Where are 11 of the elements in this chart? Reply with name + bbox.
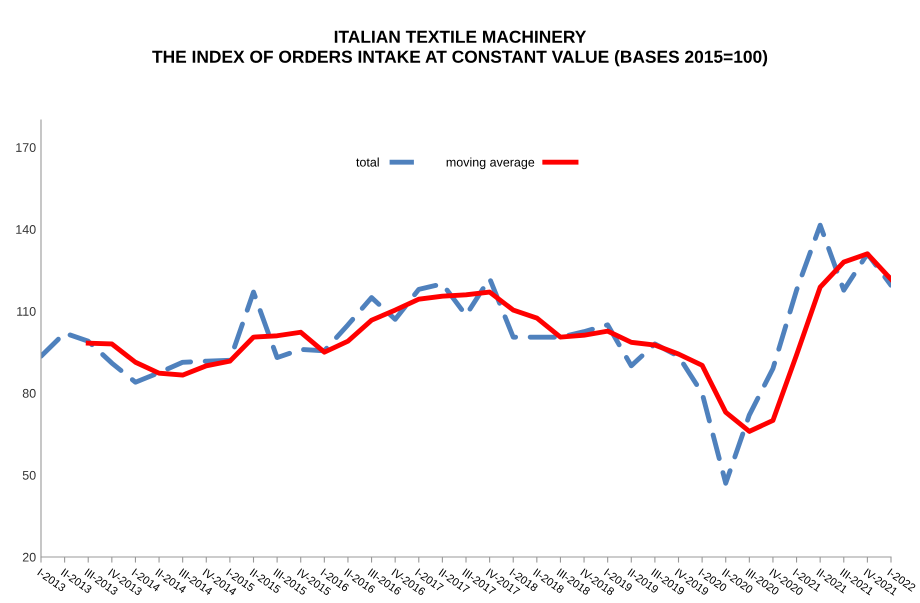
legend-label: moving average: [446, 157, 534, 170]
y-tick-label: 20: [22, 552, 36, 562]
legend-label: total: [356, 157, 379, 167]
y-tick-label: 170: [16, 143, 36, 152]
line-series: [41, 222, 891, 486]
line-series: [86, 251, 891, 434]
y-tick-label: 50: [22, 470, 36, 480]
chart-title: ITALIAN TEXTILE MACHINERY THE INDEX OF ORDERS INTAKE AT CONSTANT VALUE (BASES 2015=100): [152, 30, 768, 66]
y-tick-label: 80: [22, 388, 36, 398]
y-tick-label: 140: [16, 225, 36, 234]
y-tick-label: 110: [17, 306, 36, 316]
